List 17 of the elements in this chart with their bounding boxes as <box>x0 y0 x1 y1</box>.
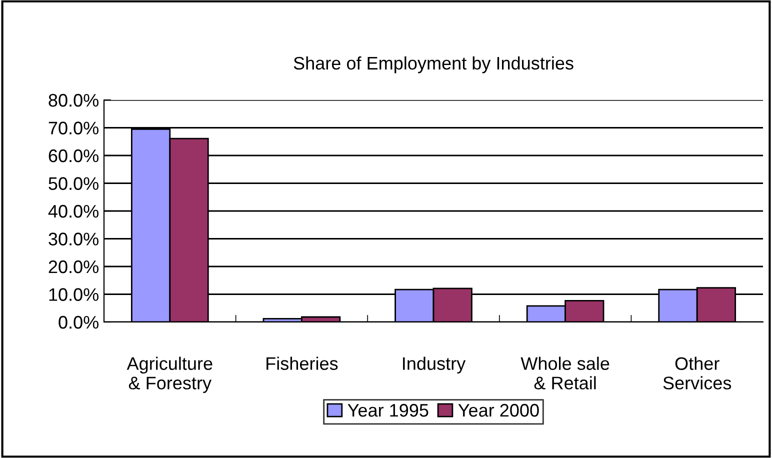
y-tick-label: 0.0% <box>58 316 98 329</box>
y-tick-label: 30.0% <box>48 232 98 246</box>
y-tick-label: 70.0% <box>48 122 98 134</box>
y-tick-label: 50.0% <box>48 177 98 190</box>
y-tick-label: 40.0% <box>48 204 98 218</box>
legend-label: Year 2000 <box>458 404 539 417</box>
x-tick-label: Industry <box>403 356 466 374</box>
x-tick-label: Agriculture & Forestry <box>126 356 212 393</box>
y-tick-label: 20.0% <box>48 260 98 274</box>
x-tick-label: Other Services <box>663 356 732 390</box>
y-tick-label: 10.0% <box>49 288 98 301</box>
y-tick-label: 80.0% <box>48 94 98 107</box>
chart-title: Share of Employment by Industries <box>294 56 574 74</box>
x-tick-label: Fisheries <box>266 356 338 370</box>
y-tick-label: 60.0% <box>48 149 98 162</box>
legend-label: Year 1995 <box>348 404 428 417</box>
x-tick-label: Whole sale & Retail <box>520 356 610 390</box>
